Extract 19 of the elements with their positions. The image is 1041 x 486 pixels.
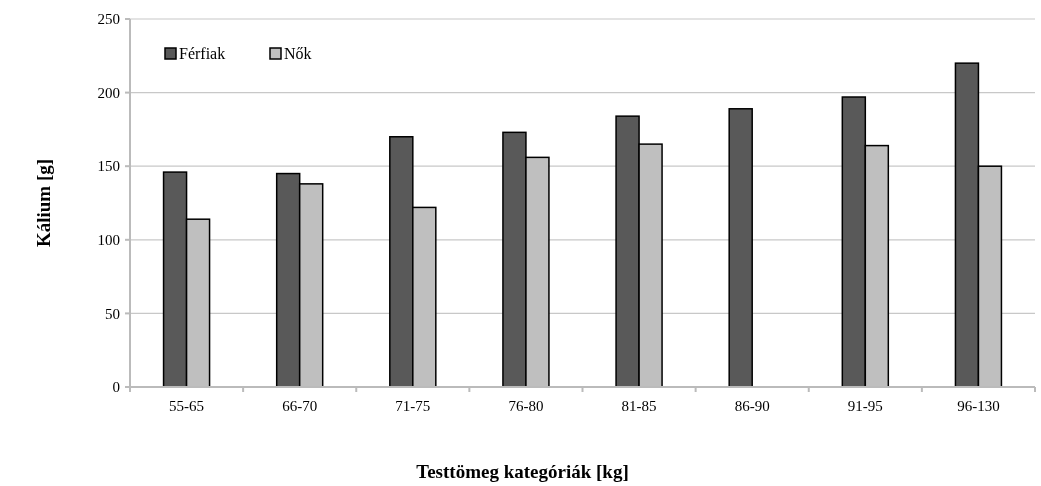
x-tick-label: 96-130 [957, 398, 1000, 414]
x-tick-label: 66-70 [282, 398, 318, 414]
x-tick-label: 71-75 [395, 398, 431, 414]
legend-label: Férfiak [179, 45, 226, 62]
y-axis-title: Kálium [g] [33, 158, 54, 248]
x-tick-label: 91-95 [847, 398, 883, 414]
y-tick-label: 100 [97, 232, 120, 249]
y-tick-label: 50 [105, 305, 120, 322]
bar [728, 108, 753, 388]
x-axis-title: Testtömeg kategóriák [kg] [416, 461, 629, 482]
x-tick-label: 86-90 [734, 398, 770, 414]
y-tick-label: 250 [97, 11, 120, 28]
x-tick-label: 76-80 [508, 398, 544, 414]
legend-label: Nők [284, 45, 312, 62]
y-tick-label: 0 [112, 379, 120, 396]
x-tick-label: 81-85 [621, 398, 657, 414]
y-tick-label: 150 [97, 158, 120, 175]
y-tick-label: 200 [97, 84, 120, 101]
x-tick-label: 55-65 [169, 398, 205, 414]
